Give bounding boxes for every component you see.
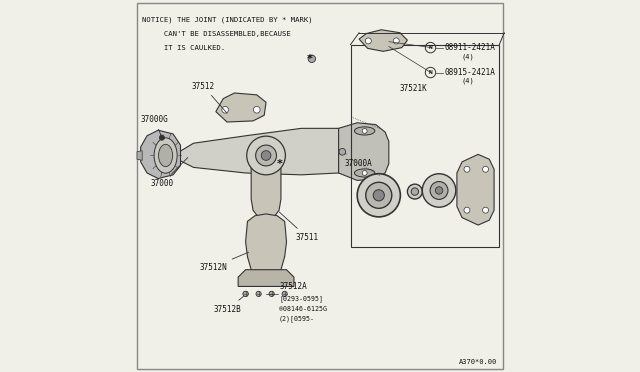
Polygon shape bbox=[216, 93, 266, 122]
Text: *: * bbox=[307, 54, 312, 64]
Circle shape bbox=[464, 166, 470, 172]
Ellipse shape bbox=[159, 144, 173, 167]
Circle shape bbox=[362, 170, 367, 175]
Circle shape bbox=[365, 182, 392, 208]
Text: 08911-2421A: 08911-2421A bbox=[445, 43, 495, 52]
Bar bbox=[351, 45, 499, 247]
Ellipse shape bbox=[355, 127, 375, 135]
Circle shape bbox=[365, 38, 371, 44]
Circle shape bbox=[308, 55, 316, 62]
Circle shape bbox=[243, 291, 248, 296]
Text: 37512N: 37512N bbox=[199, 252, 248, 272]
Polygon shape bbox=[251, 156, 281, 221]
Text: *: * bbox=[277, 160, 283, 169]
Polygon shape bbox=[238, 270, 294, 286]
Circle shape bbox=[357, 174, 401, 217]
Text: 08915-2421A: 08915-2421A bbox=[445, 68, 495, 77]
Ellipse shape bbox=[154, 138, 177, 173]
Text: IT IS CAULKED.: IT IS CAULKED. bbox=[142, 45, 225, 51]
Text: NOTICE) THE JOINT (INDICATED BY * MARK): NOTICE) THE JOINT (INDICATED BY * MARK) bbox=[142, 17, 313, 23]
Polygon shape bbox=[175, 128, 380, 175]
Polygon shape bbox=[359, 30, 408, 51]
Text: 37000: 37000 bbox=[151, 157, 188, 188]
Text: CAN'T BE DISASSEMBLED,BECAUSE: CAN'T BE DISASSEMBLED,BECAUSE bbox=[142, 31, 291, 37]
Circle shape bbox=[282, 291, 287, 296]
Text: A370*0.00: A370*0.00 bbox=[458, 359, 497, 365]
Text: (4): (4) bbox=[461, 53, 474, 60]
Ellipse shape bbox=[355, 169, 375, 177]
Circle shape bbox=[159, 135, 164, 140]
Circle shape bbox=[422, 174, 456, 207]
Text: 37521K: 37521K bbox=[400, 84, 428, 93]
Circle shape bbox=[464, 207, 470, 213]
Circle shape bbox=[362, 129, 367, 134]
Circle shape bbox=[411, 188, 419, 195]
Circle shape bbox=[394, 38, 399, 44]
Circle shape bbox=[483, 207, 488, 213]
Circle shape bbox=[261, 151, 271, 160]
Polygon shape bbox=[339, 123, 389, 180]
Polygon shape bbox=[246, 214, 287, 281]
Text: (2)[0595-: (2)[0595- bbox=[279, 316, 315, 323]
Circle shape bbox=[483, 166, 488, 172]
Circle shape bbox=[243, 291, 248, 296]
Circle shape bbox=[408, 184, 422, 199]
Polygon shape bbox=[457, 154, 494, 225]
Text: (4): (4) bbox=[461, 78, 474, 84]
Circle shape bbox=[253, 106, 260, 113]
Text: 37000A: 37000A bbox=[344, 153, 372, 167]
Text: 37511: 37511 bbox=[279, 212, 319, 242]
Text: N: N bbox=[429, 70, 433, 75]
Polygon shape bbox=[141, 130, 180, 179]
Polygon shape bbox=[137, 151, 142, 160]
Circle shape bbox=[430, 182, 448, 199]
Text: N: N bbox=[429, 45, 433, 50]
Circle shape bbox=[373, 190, 385, 201]
Circle shape bbox=[269, 291, 275, 296]
Circle shape bbox=[222, 106, 228, 113]
Circle shape bbox=[256, 291, 261, 296]
Text: 37512: 37512 bbox=[191, 81, 227, 113]
Text: [0293-0595]: [0293-0595] bbox=[279, 296, 323, 302]
Text: ®08146-6125G: ®08146-6125G bbox=[279, 306, 327, 312]
Text: 37000G: 37000G bbox=[141, 115, 168, 135]
Text: 37512A: 37512A bbox=[279, 282, 307, 291]
Text: 37512B: 37512B bbox=[214, 296, 243, 314]
Circle shape bbox=[246, 136, 285, 175]
Circle shape bbox=[435, 187, 443, 194]
Circle shape bbox=[339, 148, 346, 155]
Circle shape bbox=[255, 145, 276, 166]
